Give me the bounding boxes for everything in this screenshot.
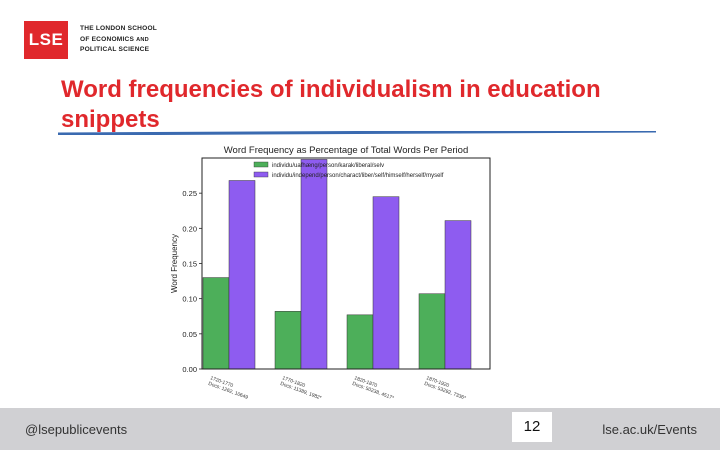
school-name-line-3: AND [136, 36, 149, 43]
legend-label-1: individu/uafhæng/person/karak/liberal/se… [272, 163, 384, 169]
lse-logo: LSE [24, 21, 68, 59]
footer-bar: @lsepublicevents 12 lse.ac.uk/Events [0, 408, 720, 450]
y-tick-label: 0.15 [182, 260, 197, 269]
bar-series-2 [228, 180, 256, 370]
footer-url: lse.ac.uk/Events [602, 422, 697, 437]
x-tick-label: 1870-1920Docs: 53292, 7336* [423, 375, 468, 401]
bar-series-1 [418, 293, 446, 370]
footer-handle: @lsepublicevents [25, 422, 128, 437]
x-tick-label: 1770-1820Docs: 11389, 1982* [279, 375, 324, 401]
bar-series-2 [372, 196, 400, 370]
y-tick-label: 0.25 [182, 189, 197, 198]
y-tick-label: 0.00 [182, 365, 197, 374]
school-name-line-4: POLITICAL SCIENCE [80, 46, 150, 53]
logo-mark: LSE [28, 30, 64, 49]
x-tick-label: 1820-1870Docs: 50238, 4517* [351, 375, 396, 401]
bar-series-1 [346, 314, 374, 370]
page-number: 12 [512, 412, 552, 442]
bar-series-2 [300, 159, 328, 370]
school-name-line-1: THE LONDON SCHOOL [80, 25, 158, 32]
school-name: THE LONDON SCHOOL OF ECONOMICS AND POLIT… [80, 24, 157, 56]
legend-swatch-1 [253, 161, 269, 168]
y-axis-label: Word Frequency [170, 234, 179, 293]
legend-swatch-2 [253, 171, 269, 178]
chart-title: Word Frequency as Percentage of Total Wo… [224, 145, 469, 156]
slide-title: Word frequencies of individualism in edu… [61, 76, 601, 133]
x-tick-label: 1720-1770Docs: 1262, 10649 [207, 375, 251, 401]
title-underline [58, 131, 656, 135]
legend-label-2: individu/independ/person/charact/liber/s… [272, 173, 444, 179]
bar-series-1 [274, 311, 302, 370]
word-frequency-chart: Word Frequency as Percentage of Total Wo… [170, 145, 491, 402]
y-tick-label: 0.20 [182, 224, 197, 233]
y-tick-label: 0.10 [182, 295, 197, 304]
school-name-line-2: OF ECONOMICS [80, 35, 135, 43]
bar-series-2 [444, 220, 472, 370]
bar-series-1 [202, 277, 230, 370]
plot-frame [201, 157, 491, 370]
y-tick-label: 0.05 [182, 330, 197, 339]
